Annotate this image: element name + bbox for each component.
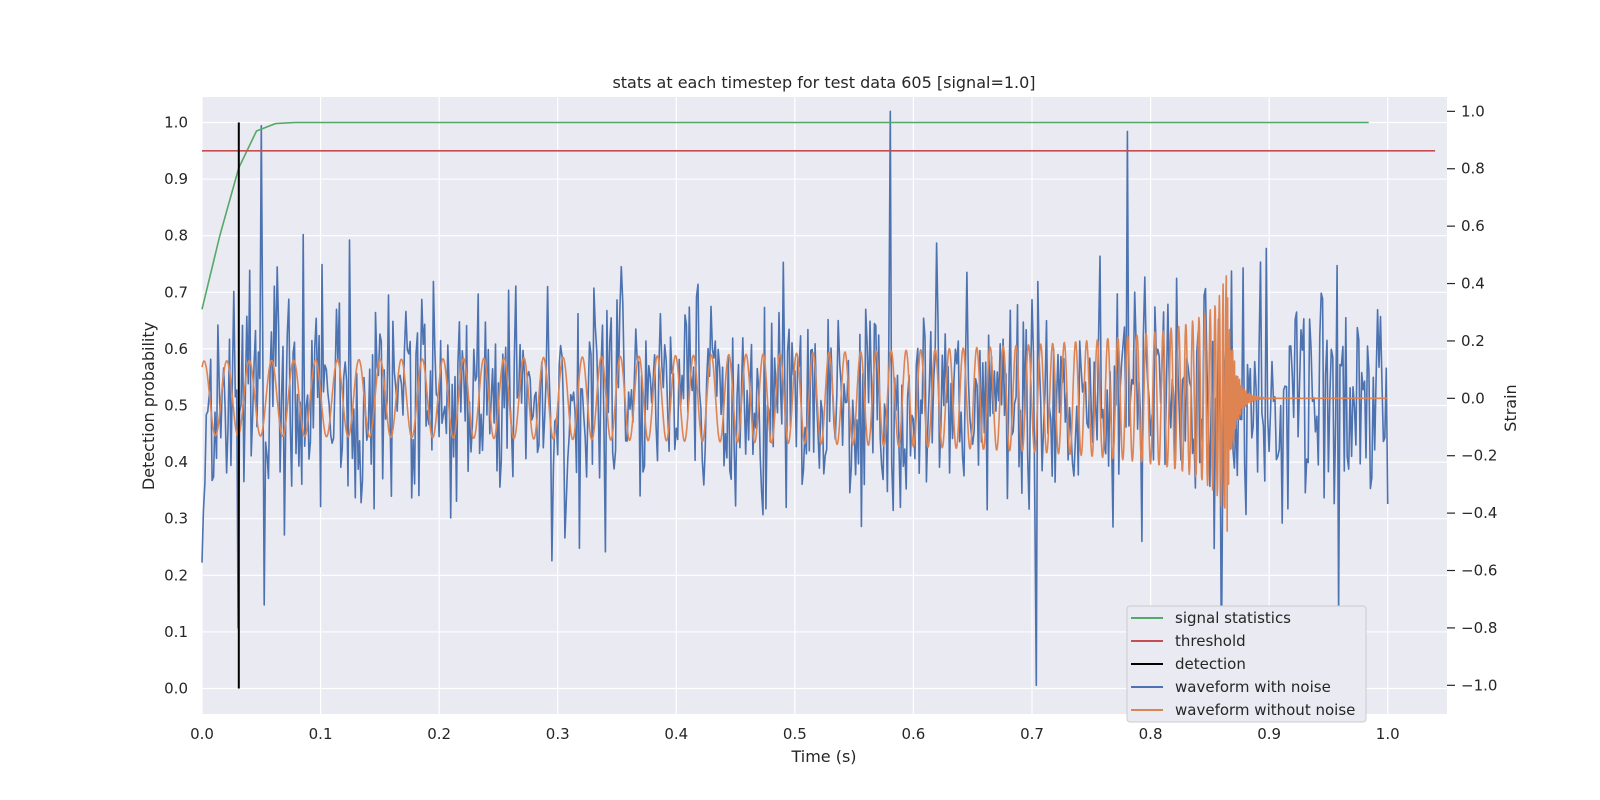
- legend-label: signal statistics: [1175, 609, 1291, 627]
- y2-tick-label: 0.4: [1461, 275, 1485, 293]
- series-waveform-without-noise: [201, 275, 1389, 532]
- y2-tick-label: 0.6: [1461, 217, 1485, 235]
- y-tick-label: 0.9: [164, 170, 188, 188]
- x-tick-label: 0.9: [1257, 725, 1281, 743]
- legend-item-waveform-without-noise: waveform without noise: [1131, 701, 1355, 719]
- y-tick-label: 0.5: [164, 397, 188, 415]
- legend-label: waveform without noise: [1175, 701, 1355, 719]
- legend: signal statistics threshold detection wa…: [1126, 605, 1367, 723]
- y2-tick-label: −0.8: [1461, 619, 1497, 637]
- x-tick-label: 0.5: [783, 725, 807, 743]
- legend-label: threshold: [1175, 632, 1246, 650]
- x-axis-ticks: 0.0 0.1 0.2 0.3 0.4 0.5 0.6 0.7 0.8 0.9 1.0: [190, 725, 1400, 743]
- y-tick-label: 0.2: [164, 566, 188, 584]
- x-tick-label: 0.6: [901, 725, 925, 743]
- y-tick-label: 0.0: [164, 680, 188, 698]
- legend-item-waveform-with-noise: waveform with noise: [1131, 678, 1331, 696]
- legend-item-threshold: threshold: [1131, 632, 1246, 650]
- x-tick-label: 0.1: [309, 725, 333, 743]
- y2-tick-label: 0.8: [1461, 160, 1485, 178]
- y-tick-label: 1.0: [164, 113, 188, 131]
- legend-label: detection: [1175, 655, 1246, 673]
- y2-tick-label: −0.2: [1461, 447, 1497, 465]
- x-tick-label: 0.8: [1139, 725, 1163, 743]
- y2-tick-label: 0.0: [1461, 389, 1485, 407]
- y-tick-label: 0.3: [164, 510, 188, 528]
- y-axis-left-ticks: 0.0 0.1 0.2 0.3 0.4 0.5 0.6 0.7 0.8 0.9 1.0: [164, 113, 188, 697]
- y2-tick-label: 1.0: [1461, 102, 1485, 120]
- x-tick-label: 0.0: [190, 725, 214, 743]
- y-axis-right-ticks: −1.0 −0.8 −0.6 −0.4 −0.2 0.0 0.2 0.4 0.6 0.8 1.0: [1447, 102, 1497, 694]
- series-signal-statistics: [201, 121, 1369, 310]
- y2-axis-label: Strain: [1501, 384, 1520, 431]
- y2-tick-label: −0.4: [1461, 504, 1497, 522]
- x-tick-label: 0.4: [664, 725, 688, 743]
- legend-label: waveform with noise: [1175, 678, 1331, 696]
- y-tick-label: 0.8: [164, 227, 188, 245]
- y-tick-label: 0.6: [164, 340, 188, 358]
- y-tick-label: 0.7: [164, 283, 188, 301]
- y-axis-label: Detection probability: [139, 322, 158, 490]
- series-layer: [201, 110, 1436, 689]
- legend-box: [1126, 605, 1367, 723]
- x-tick-label: 0.2: [427, 725, 451, 743]
- y2-tick-label: 0.2: [1461, 332, 1485, 350]
- x-tick-label: 1.0: [1376, 725, 1400, 743]
- y2-tick-label: −1.0: [1461, 676, 1497, 694]
- x-axis-label: Time (s): [790, 747, 856, 766]
- legend-item-detection: detection: [1131, 655, 1246, 673]
- chart-title: stats at each timestep for test data 605…: [612, 73, 1035, 92]
- y-tick-label: 0.1: [164, 623, 188, 641]
- x-tick-label: 0.7: [1020, 725, 1044, 743]
- y-tick-label: 0.4: [164, 453, 188, 471]
- y2-tick-label: −0.6: [1461, 562, 1497, 580]
- x-tick-label: 0.3: [546, 725, 570, 743]
- legend-item-signal-statistics: signal statistics: [1131, 609, 1291, 627]
